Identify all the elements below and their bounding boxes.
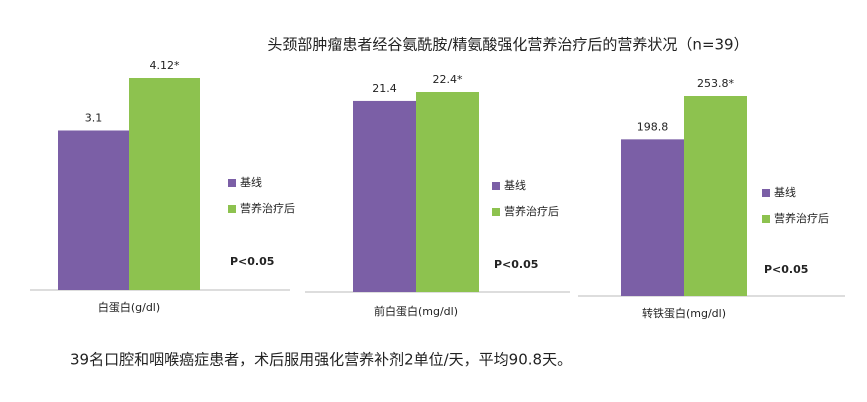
- annotation: P<0.05: [764, 263, 808, 276]
- bar: [58, 130, 129, 290]
- legend-swatch: [492, 182, 500, 190]
- value-label: 4.12*: [150, 59, 180, 72]
- legend-swatch: [762, 189, 770, 197]
- annotation: P<0.05: [494, 258, 538, 271]
- value-label: 22.4*: [433, 73, 463, 86]
- bar: [129, 78, 200, 290]
- legend-swatch: [228, 205, 236, 213]
- legend-label: 营养治疗后: [774, 211, 829, 225]
- legend-swatch: [492, 208, 500, 216]
- value-label: 21.4: [372, 82, 397, 95]
- annotation: P<0.05: [230, 255, 274, 268]
- bar: [353, 100, 416, 292]
- bar: [684, 96, 747, 296]
- legend-label: 营养治疗后: [240, 201, 295, 215]
- legend-label: 基线: [504, 178, 526, 192]
- legend-swatch: [762, 215, 770, 223]
- legend-label: 基线: [774, 185, 796, 199]
- value-label: 253.8*: [697, 77, 734, 90]
- x-axis-label: 前白蛋白(mg/dl): [374, 304, 458, 318]
- bar: [621, 139, 684, 296]
- bar: [416, 92, 479, 292]
- legend-label: 基线: [240, 175, 262, 189]
- footnote: 39名口腔和咽喉癌症患者，术后服用强化营养补剂2单位/天，平均90.8天。: [70, 351, 572, 369]
- legend-label: 营养治疗后: [504, 204, 559, 218]
- legend-swatch: [228, 179, 236, 187]
- x-axis-label: 转铁蛋白(mg/dl): [642, 306, 726, 320]
- value-label: 3.1: [85, 111, 103, 124]
- value-label: 198.8: [637, 120, 669, 133]
- slide-title: 头颈部肿瘤患者经谷氨酰胺/精氨酸强化营养治疗后的营养状况（n=39）: [267, 36, 748, 54]
- x-axis-label: 白蛋白(g/dl): [98, 300, 160, 314]
